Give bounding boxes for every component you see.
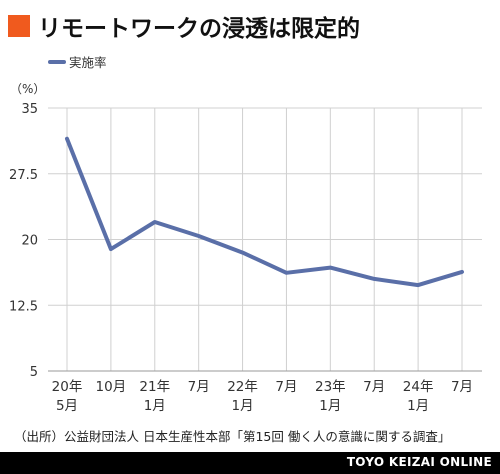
chart-title: リモートワークの浸透は限定的 (38, 16, 360, 42)
brand-label: TOYO KEIZAI ONLINE (346, 455, 492, 469)
title-accent-square (8, 15, 30, 37)
y-tick-label: 20 (21, 234, 38, 249)
source-note: （出所）公益財団法人 日本生産性本部「第15回 働く人の意識に関する調査」 (14, 429, 451, 444)
x-tick-label: 7月 (363, 379, 385, 395)
x-tick-label: 21年 (139, 379, 170, 395)
x-tick-label: 7月 (451, 379, 473, 395)
x-tick-label: 7月 (275, 379, 297, 395)
series-line (65, 136, 464, 288)
x-tick-sublabel: 1月 (319, 398, 341, 414)
title-bar: リモートワークの浸透は限定的 (8, 9, 360, 43)
x-tick-label: 24年 (403, 379, 434, 395)
x-tick-label: 22年 (227, 379, 258, 395)
x-tick-sublabel: 1月 (144, 398, 166, 414)
y-unit-label: （%） (10, 82, 45, 96)
y-tick-label: 35 (21, 102, 38, 117)
y-tick-label: 12.5 (9, 299, 38, 314)
x-tick-sublabel: 1月 (407, 398, 429, 414)
footer-bar: TOYO KEIZAI ONLINE (0, 452, 500, 474)
x-tick-label: 10月 (96, 379, 127, 395)
x-tick-label: 20年 (52, 379, 83, 395)
line-chart: 5 12.5 20 27.5 35 （%） 実施率 20年 5月 10月 21年 1月 7月 22年 1月 7… (9, 55, 482, 414)
x-tick-label: 23年 (315, 379, 346, 395)
legend-label: 実施率 (69, 55, 107, 70)
x-tick-sublabel: 5月 (56, 398, 78, 414)
y-tick-label: 5 (30, 365, 38, 380)
y-tick-label: 27.5 (9, 168, 38, 183)
x-tick-sublabel: 1月 (232, 398, 254, 414)
x-tick-label: 7月 (188, 379, 210, 395)
